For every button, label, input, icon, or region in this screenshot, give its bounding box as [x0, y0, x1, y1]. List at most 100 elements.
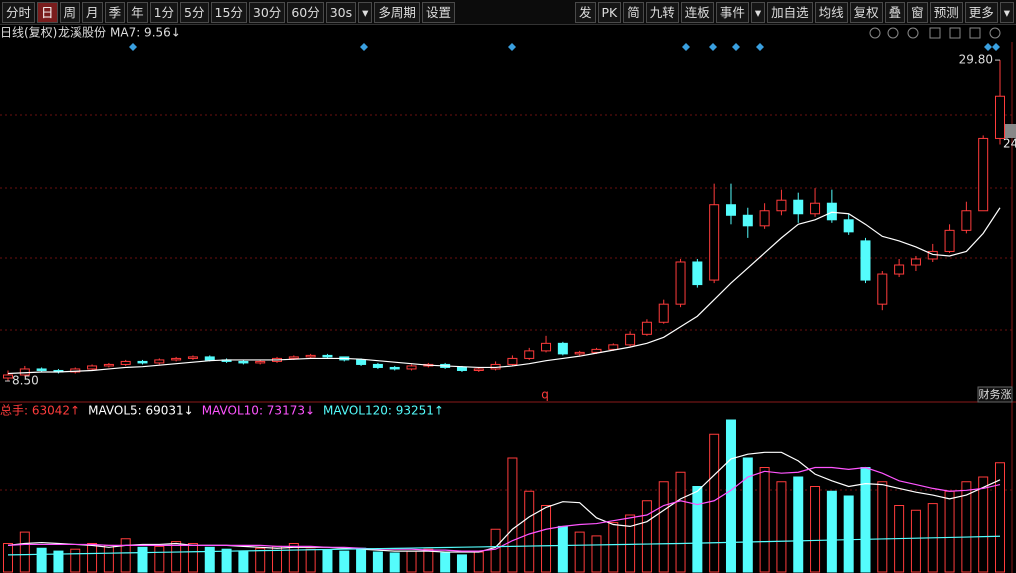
volume-bar — [305, 548, 316, 573]
candle-body — [742, 214, 753, 227]
toolbar-button[interactable]: 事件 — [715, 1, 749, 23]
candle-body — [995, 95, 1005, 139]
toolbar-button[interactable]: 周 — [59, 1, 81, 23]
toolbar: 分时日周月季年 1分 5分 15分 30分 60分 30s ▾ 多周期 设置 发 PK 简九转 连板 事件… — [0, 0, 1016, 25]
volume-bar — [725, 419, 736, 573]
toolbar-button[interactable]: 多周期 — [374, 1, 420, 23]
toolbar-button[interactable]: 5分 — [180, 1, 209, 23]
max-label: 29.80 — [959, 53, 993, 67]
candle-body — [574, 351, 585, 355]
toolbar-button[interactable]: 设置 — [421, 1, 455, 23]
volume-bar — [356, 547, 367, 573]
badge[interactable]: 财务涨 — [979, 387, 1012, 401]
volume-bar — [440, 552, 451, 573]
toolbar-button[interactable]: 日 — [37, 1, 58, 23]
volume-bar — [759, 467, 770, 573]
volume-bar — [187, 543, 198, 573]
volume-bar — [877, 481, 888, 573]
toolbar-button[interactable]: 30分 — [248, 1, 286, 23]
volume-bar — [53, 550, 64, 573]
diamond — [129, 43, 137, 51]
toolbar-button[interactable]: 发 — [575, 1, 596, 23]
toolbar-button[interactable]: 连板 — [680, 1, 714, 23]
toolbar-button[interactable]: 1分 — [149, 1, 179, 23]
toolbar-button[interactable]: 30s — [325, 1, 357, 23]
candle-body — [187, 356, 198, 359]
volume-bar — [221, 548, 232, 573]
toolbar-button[interactable]: ▾ — [750, 1, 766, 23]
toolbar-button[interactable]: 60分 — [287, 1, 324, 23]
toolbar-button[interactable]: 预测 — [929, 1, 963, 23]
candle-body — [675, 261, 686, 305]
volume-bar — [137, 546, 148, 573]
toolbar-button[interactable]: ▾ — [358, 1, 373, 23]
volume-bar — [322, 549, 333, 573]
volume-bar — [456, 554, 467, 573]
candle-body — [826, 202, 837, 221]
volume-bar — [19, 531, 30, 573]
volume-bar — [120, 538, 131, 573]
volume-legend: MAVOL120: 93251↑ — [323, 404, 444, 418]
mavol-line — [7, 451, 1001, 553]
badge-box[interactable] — [977, 386, 1013, 403]
candle-body — [608, 344, 619, 350]
min-label: 8.50 — [12, 374, 39, 388]
volume-bar — [36, 547, 47, 573]
icon — [949, 27, 961, 39]
ma7-line — [7, 207, 1001, 375]
candle-body — [641, 321, 652, 335]
candle-body — [322, 354, 333, 358]
toolbar-button[interactable]: ▾ — [999, 1, 1014, 23]
volume-bar — [793, 476, 804, 573]
volume-bar — [826, 490, 837, 573]
toolbar-button[interactable]: 加自选 — [767, 1, 813, 23]
volume-bar — [742, 457, 753, 573]
event-diamonds — [129, 43, 1000, 51]
candle-body — [120, 360, 131, 365]
volume-bar — [204, 546, 215, 573]
volume-bar — [776, 481, 787, 573]
toolbar-button[interactable]: PK — [597, 1, 622, 23]
period-label: 日线(复权) — [0, 26, 57, 40]
volume-legend: MAVOL10: 73173↓ — [202, 404, 315, 418]
toolbar-button[interactable]: 均线 — [814, 1, 848, 23]
candle-body — [356, 359, 367, 365]
toolbar-button[interactable]: 复权 — [849, 1, 883, 23]
volume-bar — [372, 551, 383, 573]
toolbar-button[interactable]: 15分 — [210, 1, 247, 23]
volume-bar — [87, 543, 98, 573]
volume-bar — [339, 550, 350, 573]
toolbar-button[interactable]: 简 — [623, 1, 644, 23]
volume-bar — [810, 486, 821, 573]
volume-bar — [608, 522, 619, 573]
volume-bar — [675, 471, 686, 573]
toolbar-left: 分时日周月季年 1分 5分 15分 30分 60分 30s ▾ 多周期 设置 — [0, 0, 457, 24]
toolbar-button[interactable]: 九转 — [645, 1, 679, 23]
volume-bar — [154, 545, 165, 573]
candle-body — [389, 366, 400, 370]
toolbar-button[interactable]: 年 — [127, 1, 148, 23]
toolbar-button[interactable]: 分时 — [2, 1, 36, 23]
diamond — [992, 43, 1000, 51]
candle-body — [557, 342, 568, 355]
toolbar-button[interactable]: 窗 — [907, 1, 928, 23]
diamond — [984, 43, 992, 51]
volume-bar — [995, 462, 1005, 573]
volume-bar — [238, 550, 249, 573]
candle-body — [776, 199, 787, 212]
toolbar-button[interactable]: 叠 — [884, 1, 906, 23]
toolbar-button[interactable]: 更多 — [964, 1, 998, 23]
volume-bar — [944, 490, 955, 573]
candle-body — [255, 360, 266, 364]
toolbar-button[interactable]: 月 — [82, 1, 103, 23]
candle-body — [692, 261, 703, 286]
diamond — [360, 43, 368, 51]
diamond — [756, 43, 764, 51]
icon — [969, 27, 981, 39]
toolbar-button[interactable]: 季 — [104, 1, 126, 23]
candle-body — [473, 368, 484, 371]
candle-body — [305, 354, 316, 358]
candle-body — [456, 366, 467, 371]
candle-body — [591, 348, 602, 353]
